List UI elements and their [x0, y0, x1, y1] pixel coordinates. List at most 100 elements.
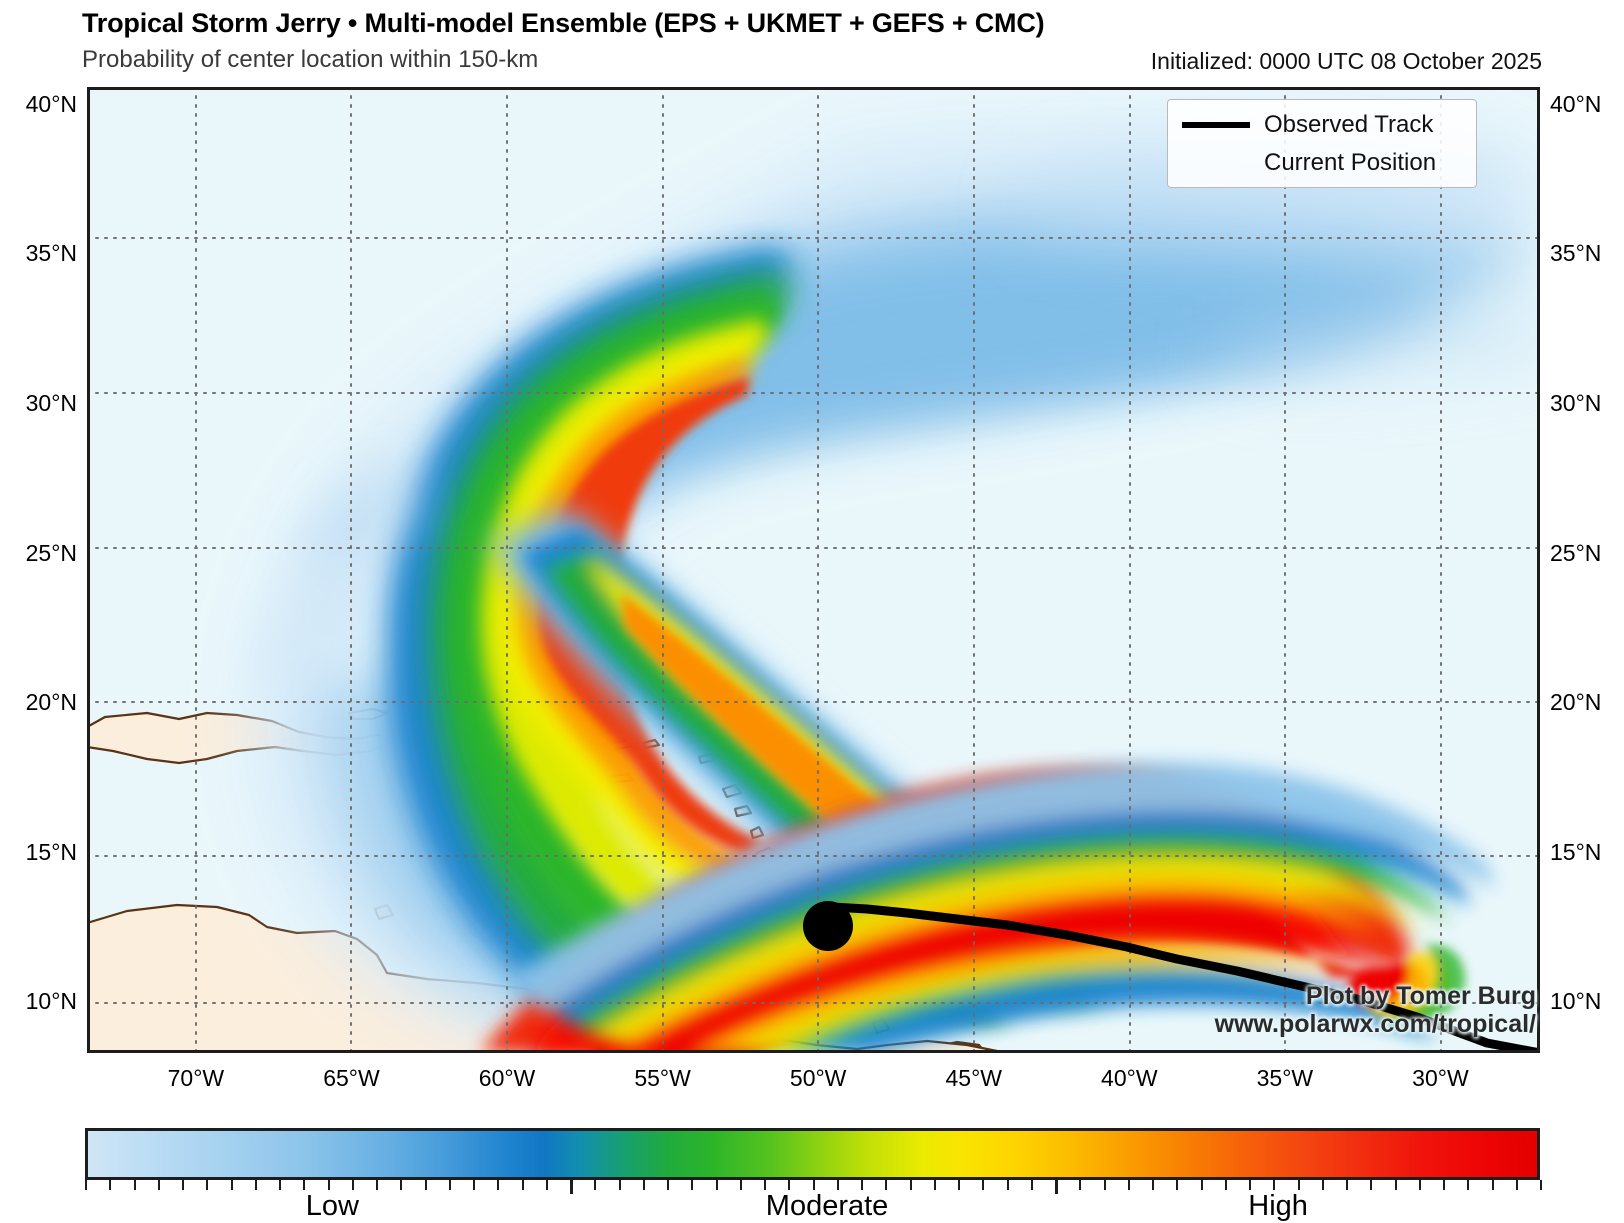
plume-band-very-high — [539, 377, 763, 855]
track-line-swatch — [1178, 122, 1254, 128]
colorbar-tick — [788, 1180, 791, 1190]
colorbar-tick — [1370, 1180, 1373, 1190]
lon-tick-label-6: 40°W — [1101, 1065, 1158, 1091]
map-legend[interactable]: Observed Track Current Position — [1167, 99, 1477, 188]
colorbar[interactable] — [85, 1128, 1540, 1180]
watermark: Plot by Tomer Burg www.polarwx.com/tropi… — [1215, 982, 1536, 1038]
colorbar-tick — [1491, 1180, 1494, 1190]
colorbar-tick — [691, 1180, 694, 1190]
colorbar-tick — [667, 1180, 669, 1190]
colorbar-tick — [254, 1180, 257, 1190]
colorbar-tick — [570, 1180, 573, 1194]
colorbar-tick — [1321, 1180, 1324, 1190]
legend-label-observed-track: Observed Track — [1264, 111, 1434, 138]
colorbar-tick — [1418, 1180, 1421, 1190]
colorbar-tick — [933, 1180, 936, 1190]
lat-tick-label-left-6: 10°N — [25, 988, 77, 1015]
colorbar-tick — [1297, 1180, 1300, 1190]
colorbar-tick — [1443, 1180, 1445, 1190]
lat-tick-label-left-2: 30°N — [25, 390, 77, 416]
colorbar-tick — [836, 1180, 839, 1190]
colorbar-tick — [1249, 1180, 1251, 1190]
colorbar-tick — [861, 1180, 863, 1190]
colorbar-tick — [812, 1180, 815, 1190]
legend-item-observed-track[interactable]: Observed Track — [1178, 106, 1466, 144]
grid-lines — [87, 87, 1540, 1053]
colorbar-tick — [206, 1180, 209, 1190]
colorbar-tick — [1224, 1180, 1227, 1190]
colorbar-tick — [1273, 1180, 1276, 1190]
probability-map[interactable] — [87, 87, 1540, 1053]
colorbar-label-high: High — [1248, 1190, 1308, 1222]
watermark-author: Plot by Tomer Burg — [1305, 982, 1536, 1010]
colorbar-tick — [497, 1180, 500, 1190]
colorbar-tick — [715, 1180, 718, 1190]
colorbar-tick — [1176, 1180, 1179, 1190]
observed-track[interactable] — [827, 902, 1540, 1053]
initialized-time: Initialized: 0000 UTC 08 October 2025 — [1150, 48, 1542, 74]
colorbar-tick — [1394, 1180, 1397, 1190]
lat-tick-label-right-3: 25°N — [1550, 539, 1602, 566]
legend-item-current-position[interactable]: Current Position — [1178, 144, 1466, 182]
colorbar-tick — [424, 1180, 427, 1190]
lat-tick-label-right-0: 40°N — [1550, 90, 1602, 117]
colorbar-tick — [376, 1180, 378, 1190]
colorbar-tick — [1030, 1180, 1033, 1190]
legend-label-current-position: Current Position — [1264, 149, 1437, 176]
lon-tick-label-1: 65°W — [323, 1065, 380, 1091]
lon-tick-label-7: 35°W — [1256, 1065, 1314, 1091]
lon-tick-label-3: 55°W — [634, 1065, 691, 1091]
colorbar-tick — [1079, 1180, 1082, 1190]
lon-tick-label-2: 60°W — [478, 1065, 536, 1091]
colorbar-tick — [279, 1180, 281, 1190]
colorbar-tick — [1467, 1180, 1470, 1190]
colorbar-tick — [1006, 1180, 1009, 1190]
colorbar-tick — [85, 1180, 87, 1190]
colorbar-tick — [594, 1180, 597, 1190]
lon-tick-label-5: 45°W — [945, 1065, 1002, 1091]
colorbar-tick — [327, 1180, 330, 1190]
page-title: Tropical Storm Jerry • Multi-model Ensem… — [82, 8, 1045, 38]
colorbar-tick — [1055, 1180, 1058, 1194]
lon-tick-label-8: 30°W — [1412, 1065, 1469, 1091]
colorbar-gradient — [85, 1128, 1540, 1180]
colorbar-tick — [545, 1180, 548, 1190]
colorbar-tick — [1515, 1180, 1518, 1190]
colorbar-tick — [109, 1180, 112, 1190]
colorbar-tick — [1103, 1180, 1106, 1190]
colorbar-label-moderate: Moderate — [765, 1190, 889, 1222]
colorbar-tick — [230, 1180, 233, 1190]
colorbar-tick — [448, 1180, 451, 1190]
lat-tick-label-right-4: 20°N — [1550, 689, 1602, 716]
colorbar-ticks — [85, 1180, 1542, 1194]
lat-tick-label-left-3: 25°N — [25, 539, 77, 566]
lat-tick-label-left-0: 40°N — [25, 90, 77, 117]
colorbar-tick — [400, 1180, 403, 1190]
colorbar-tick — [1346, 1180, 1348, 1190]
colorbar-tick — [473, 1180, 475, 1190]
colorbar-tick — [642, 1180, 645, 1190]
watermark-url: www.polarwx.com/tropical/ — [1214, 1010, 1536, 1038]
colorbar-tick — [521, 1180, 524, 1190]
lon-tick-label-4: 50°W — [789, 1065, 847, 1091]
lon-tick-label-0: 70°W — [167, 1065, 225, 1091]
colorbar-tick — [982, 1180, 985, 1190]
lat-tick-label-right-6: 10°N — [1550, 988, 1602, 1015]
current-position-marker[interactable] — [803, 901, 853, 951]
colorbar-tick — [182, 1180, 184, 1190]
colorbar-tick — [1540, 1180, 1542, 1190]
colorbar-tick — [157, 1180, 160, 1190]
lat-tick-label-right-2: 30°N — [1550, 390, 1602, 416]
colorbar-tick — [351, 1180, 354, 1190]
map-canvas — [87, 87, 1540, 1053]
colorbar-tick — [739, 1180, 742, 1190]
lat-tick-label-left-4: 20°N — [25, 689, 77, 716]
colorbar-tick — [909, 1180, 912, 1190]
lat-tick-label-right-1: 35°N — [1550, 240, 1602, 267]
lat-tick-label-left-5: 15°N — [25, 838, 77, 865]
position-dot-swatch — [1178, 160, 1254, 166]
colorbar-tick — [1152, 1180, 1154, 1190]
colorbar-tick — [303, 1180, 306, 1190]
colorbar-tick — [618, 1180, 621, 1190]
colorbar-tick — [1127, 1180, 1130, 1190]
